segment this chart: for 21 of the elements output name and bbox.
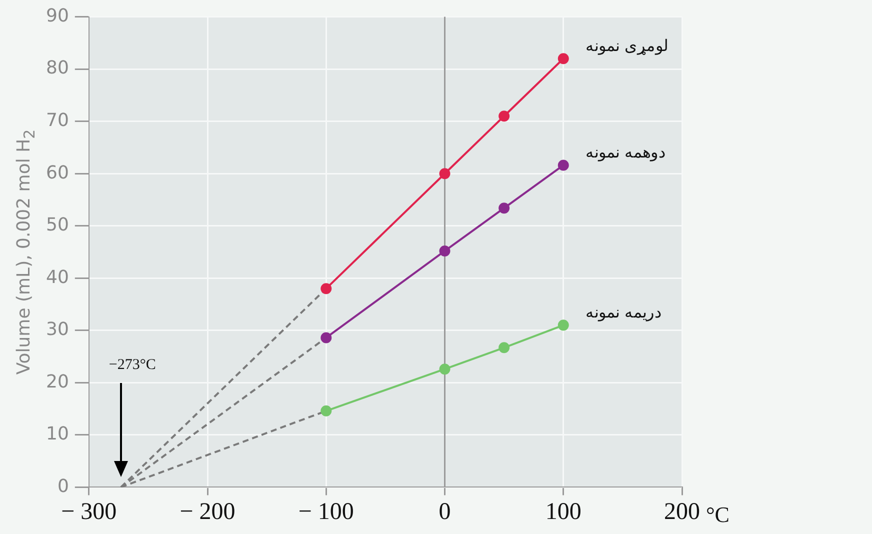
series-label: دریمه نمونه (585, 302, 662, 322)
x-tick-label: 200 (664, 498, 700, 525)
y-tick-label: 20 (46, 371, 69, 392)
series-label: دوهمه نمونه (585, 142, 666, 162)
y-tick-label: 90 (46, 5, 69, 26)
y-tick-label: 40 (46, 266, 69, 288)
y-tick-label: 0 (57, 476, 69, 497)
y-tick-label: 70 (46, 110, 69, 132)
x-tick-label: 100 (545, 498, 582, 525)
series-label: لومړی نمونه (585, 36, 668, 55)
y-tick-label: 50 (46, 214, 69, 236)
y-tick-label: 60 (46, 162, 69, 184)
annotation: −273°C (108, 357, 156, 374)
y-tick-label: 80 (46, 58, 69, 79)
x-tick-label: − 300 (61, 498, 117, 525)
y-tick-label: 10 (46, 424, 69, 445)
x-axis-title: °C (706, 502, 730, 527)
y-tick-label: 30 (46, 319, 69, 340)
x-tick-label: − 100 (298, 498, 354, 525)
x-tick-label: 0 (438, 498, 451, 525)
x-tick-label: − 200 (180, 498, 236, 525)
